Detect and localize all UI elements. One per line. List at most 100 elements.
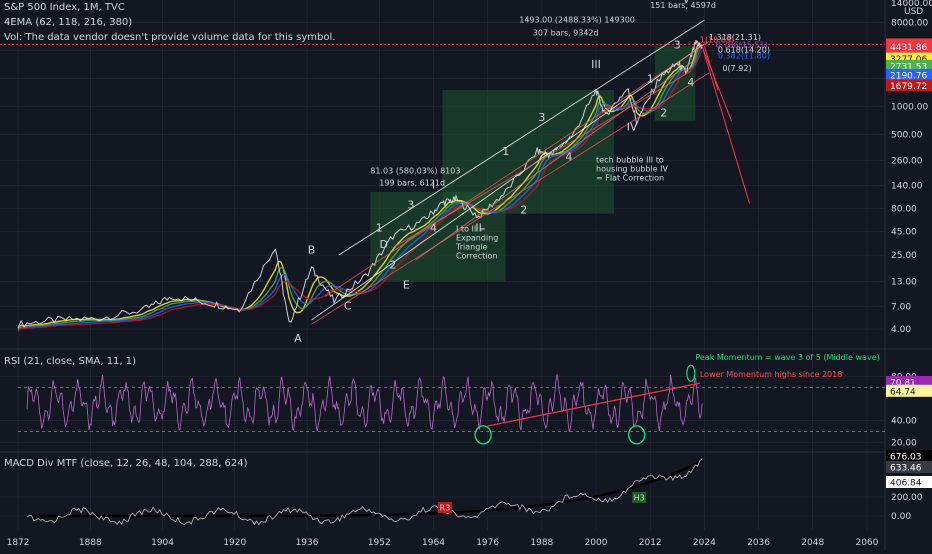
time-tick-label: 1904 [151, 538, 174, 548]
macd-line [27, 459, 703, 518]
wave-label: III [591, 58, 601, 71]
price-badge-label: 2190.76 [890, 71, 927, 81]
rsi-trendline [487, 382, 700, 427]
macd-h3-label: H3 [634, 494, 645, 503]
price-tick-label: 13.00 [891, 278, 917, 288]
legend-vol[interactable]: Vol: The data vendor doesn't provide vol… [4, 32, 336, 43]
rsi-peak-circle [686, 364, 696, 382]
annotation-move1-bars: 199 bars, 6121d [379, 179, 445, 188]
annotation-lower-momentum: Lower Momentum highs since 2018 [700, 370, 842, 379]
ema-line [17, 44, 703, 330]
time-tick-label: 1920 [223, 538, 246, 548]
fib-level-0618: 0.618(14.20) [718, 46, 770, 55]
macd-tick-label: 0.00 [891, 512, 911, 522]
time-tick-label: 2036 [747, 538, 770, 548]
rsi-panel[interactable] [18, 364, 885, 445]
macd-r3-label: R3 [440, 504, 451, 513]
annotations: 81.03 (580.03%) 8103 199 bars, 6121d 1493.… [294, 0, 880, 379]
trend-channel-line [324, 41, 710, 297]
wave-label: 4 [565, 151, 572, 164]
rsi-badge-label: 70.81 [890, 379, 916, 389]
rsi-low-circle [474, 425, 492, 445]
price-badge [886, 40, 932, 53]
legend-symbol[interactable]: S&P 500 Index, 1M, TVC [4, 2, 125, 13]
price-line [17, 39, 703, 329]
annotation-flat-note: = Flat Correction [596, 173, 664, 182]
wave-label: 1 [647, 73, 654, 86]
price-axis[interactable]: 8000.004000.002000.001000.00500.00260.00… [886, 0, 932, 522]
annotation-triangle-note: Correction [456, 251, 497, 260]
annotation-move2: 1493.00 (2488.33%) 149300 [519, 16, 635, 25]
macd-badge-label: 633.46 [890, 464, 922, 474]
wave-label: C [344, 299, 352, 312]
annotation-move2-bars: 307 bars, 9342d [533, 29, 599, 38]
time-tick-label: 2048 [801, 538, 824, 548]
trend-channel-line [311, 43, 705, 321]
correction-zones [370, 45, 696, 282]
wave-label: 2 [660, 106, 667, 119]
price-tick-label: 7.00 [891, 302, 911, 312]
macd-h3-label-bg [632, 492, 647, 503]
wave-label: 3 [538, 111, 545, 124]
wave-label: D [380, 238, 388, 251]
macd-badge [886, 461, 932, 473]
trend-channel-line [311, 72, 710, 325]
wave-label: 3 [407, 198, 414, 211]
fib-level-0: 0(7.92) [722, 64, 751, 73]
wave-label: 4 [430, 221, 437, 234]
fib-level-0382: 0.382(11.80) [718, 51, 770, 60]
trend-channel-line [392, 70, 692, 249]
projection-arrow [703, 46, 719, 91]
legend-rsi[interactable]: RSI (21, close, SMA, 11, 1) [4, 356, 137, 367]
fib-level-1: 1(18.69) [700, 35, 734, 44]
price-chart[interactable] [0, 19, 885, 332]
rsi-tick-label: 20.00 [891, 439, 917, 449]
macd-signal-line [26, 458, 703, 526]
wave-label: B [308, 244, 316, 257]
macd-badge-label: 676.03 [890, 453, 922, 463]
macd-panel[interactable]: R3 H3 [26, 458, 703, 526]
wave-label: 1 [502, 145, 509, 158]
wave-label: 1 [376, 221, 383, 234]
time-tick-label: 1988 [530, 538, 553, 548]
wave-label: I [432, 179, 435, 192]
wave-label: A [294, 332, 302, 345]
price-tick-label: 1000.00 [891, 102, 928, 112]
time-tick-label: 2024 [693, 538, 716, 548]
green-correction-zone [442, 90, 615, 214]
annotation-triangle-note: Expanding [456, 233, 498, 242]
price-badge-label: 4431.86 [890, 43, 927, 53]
price-tick-label: 4.00 [891, 325, 911, 335]
rsi-low-circle [627, 425, 646, 445]
macd-badge [886, 476, 932, 488]
legend-ema[interactable]: 4EMA (62, 118, 216, 380) [4, 17, 133, 28]
price-badge [886, 79, 932, 92]
price-badge [886, 52, 932, 65]
price-tick-label: 45.00 [891, 227, 917, 237]
trend-channel-line [415, 59, 696, 261]
ema-line [17, 50, 703, 332]
price-badge-label: 2731.53 [890, 62, 927, 72]
price-tick-label: 140.00 [891, 182, 923, 192]
price-tick-label: 25.00 [891, 251, 917, 261]
annotation-flat-note: housing bubble IV [596, 164, 668, 173]
annotation-move1: 81.03 (580.03%) 8103 [370, 166, 460, 175]
legend-macd[interactable]: MACD Div MTF (close, 12, 26, 48, 104, 28… [4, 458, 248, 469]
wave-label: 2 [389, 258, 396, 271]
time-axis[interactable]: 1872 1888 1904 1920 1936 1952 1964 1976 1988 2000… [7, 538, 879, 548]
time-tick-label: 2060 [855, 538, 878, 548]
price-tick-label: 80.00 [891, 204, 917, 214]
rsi-line [26, 374, 703, 433]
projection-arrow [701, 46, 732, 121]
annotation-peak-momentum: Peak Momentum = wave 3 of 5 (Middle wave… [695, 353, 879, 362]
wave-label: V [683, 0, 691, 6]
macd-r3-label-bg [437, 502, 452, 513]
wave-label: 3 [674, 39, 681, 52]
price-tick-label-top: 14000.00 [891, 0, 932, 9]
rsi-badge-label: 64.74 [890, 387, 916, 397]
time-tick-label: 1964 [422, 538, 445, 548]
annotation-move3-bars: 151 bars, 4597d [650, 1, 716, 10]
macd-badge [886, 450, 932, 462]
